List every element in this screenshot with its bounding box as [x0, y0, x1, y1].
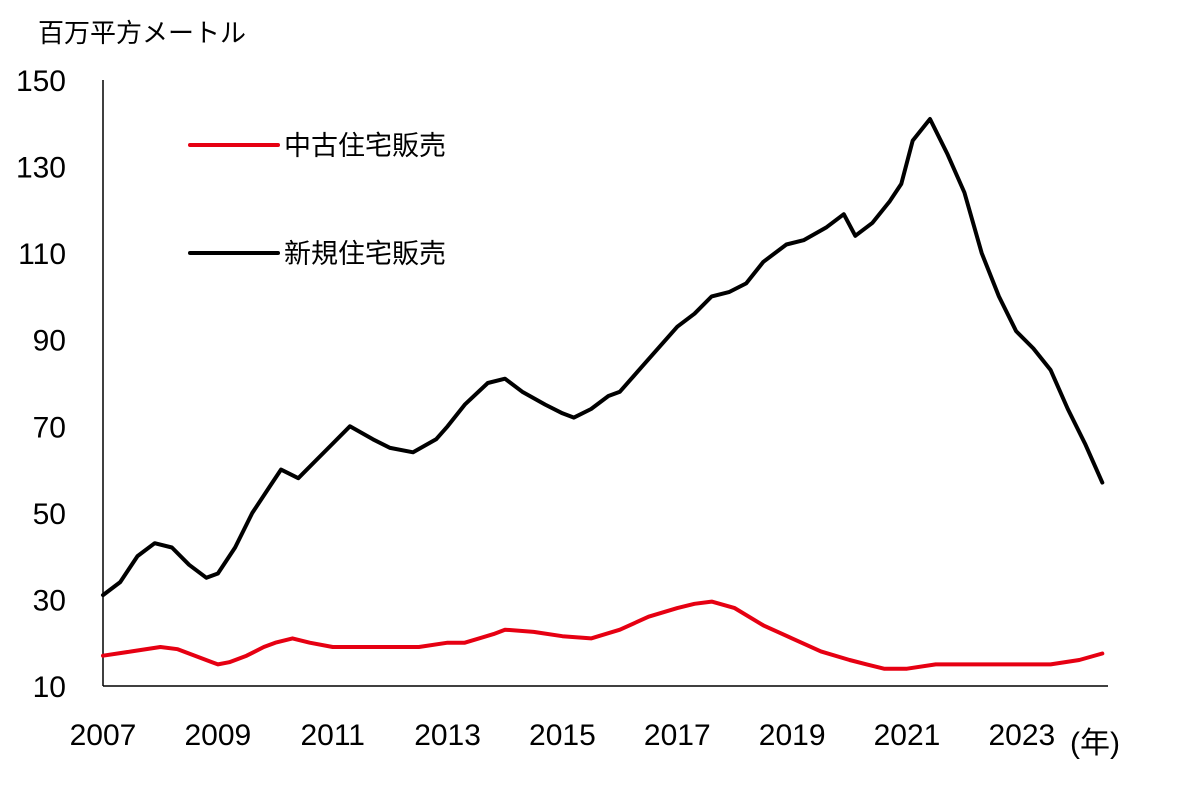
x-tick-label: 2011 [300, 719, 365, 752]
axes [102, 80, 1108, 687]
x-tick-label: 2007 [70, 719, 137, 752]
x-tick-label: 2017 [644, 719, 711, 752]
x-tick-label: 2021 [874, 719, 941, 752]
y-tick-label: 30 [33, 584, 66, 617]
y-tick-label: 150 [16, 65, 66, 98]
x-tick-label: 2019 [759, 719, 826, 752]
y-tick-label: 50 [33, 498, 66, 531]
x-tick-label: 2015 [529, 719, 596, 752]
y-axis-unit-label: 百万平方メートル [38, 19, 246, 49]
x-tick-label: 2013 [414, 719, 481, 752]
y-tick-label: 70 [33, 411, 66, 444]
series-line-used-home-sales [101, 599, 1105, 671]
y-tick-label: 130 [16, 152, 66, 185]
legend-label-new-home-sales: 新規住宅販売 [284, 239, 446, 270]
x-tick-label: 2009 [184, 719, 251, 752]
y-tick-label: 90 [33, 325, 66, 358]
y-tick-labels: 10 30 50 70 90 110 130 150 [16, 65, 66, 704]
y-tick-label: 10 [33, 671, 66, 704]
x-tick-label: 2023 [988, 719, 1055, 752]
y-tick-label: 110 [18, 238, 66, 271]
series-lines [101, 117, 1105, 671]
legend-label-used-home-sales: 中古住宅販売 [284, 131, 446, 162]
series-line-new-home-sales [101, 117, 1105, 598]
x-tick-labels: 2007 2009 2011 2013 2015 2017 2019 2021 2023 [70, 719, 1056, 752]
x-axis-unit-label: (年) [1070, 727, 1120, 760]
